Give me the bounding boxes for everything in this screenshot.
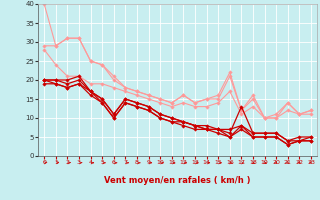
X-axis label: Vent moyen/en rafales ( km/h ): Vent moyen/en rafales ( km/h ) xyxy=(104,176,251,185)
